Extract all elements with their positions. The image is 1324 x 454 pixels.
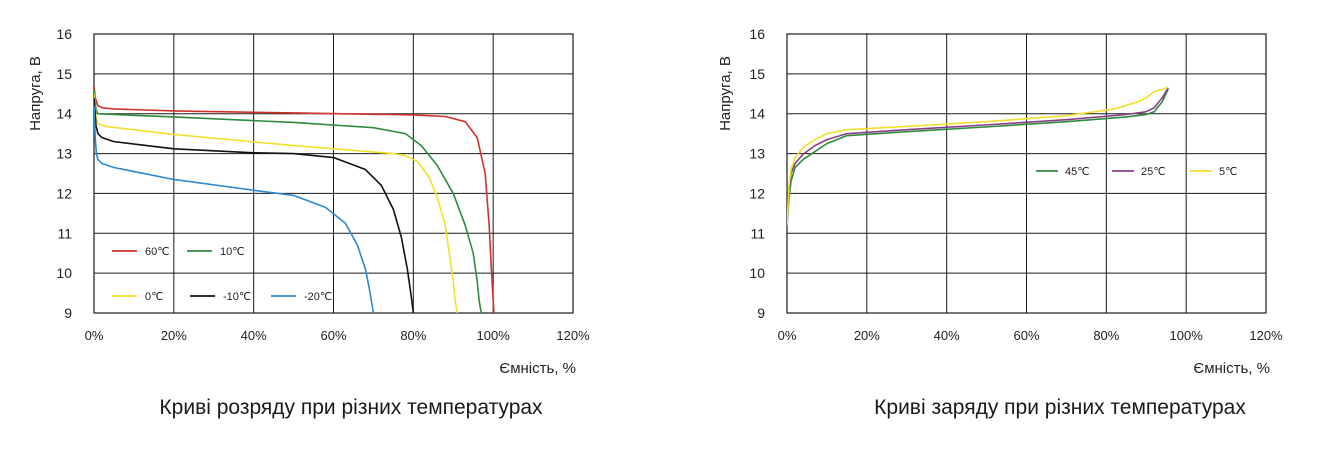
x-tick-label: 120% [556,328,590,343]
legend-label: 10℃ [220,246,245,258]
legend-label: 60℃ [145,246,170,258]
charge-chart-caption: Криві заряду при різних температурах [874,396,1246,419]
legend-label: 5℃ [1219,166,1237,178]
x-tick-label: 120% [1249,328,1283,343]
series-line-60℃ [94,85,495,313]
plot-frame [786,33,1267,314]
x-tick-label: 0% [778,328,797,343]
plot-frame [93,33,574,314]
series-line-0℃ [94,93,459,313]
x-tick-label: 100% [1170,328,1204,343]
y-tick-label: 15 [56,66,72,82]
x-axis-label: Ємність, % [1193,360,1270,377]
y-axis-label: Напруга, В [27,56,44,131]
series-line-45℃ [787,88,1169,226]
x-tick-label: 0% [85,328,104,343]
series-line--10℃ [94,97,415,313]
discharge-chart: 9 10 11 12 13 14 15 16 0% 20% 40% 60% 80% 100% 120% Нап… [27,26,590,377]
y-tick-label: 15 [749,66,765,82]
x-tick-label: 20% [161,328,187,343]
charge-chart: 9 10 11 12 13 14 15 16 0% 20% 40% 60% 80% 100% 120% Нап… [717,26,1283,377]
y-tick-label: 13 [749,146,765,162]
y-tick-label: 10 [56,265,72,281]
x-tick-label: 40% [934,328,960,343]
x-tick-label: 60% [1013,328,1039,343]
x-tick-label: 20% [854,328,880,343]
x-tick-label: 60% [320,328,346,343]
y-tick-label: 16 [56,26,72,42]
series-line-10℃ [94,89,482,313]
y-axis-label: Напруга, В [717,56,734,131]
y-tick-label: 10 [749,265,765,281]
x-tick-label: 40% [241,328,267,343]
y-tick-label: 11 [750,225,765,241]
legend-label: -10℃ [223,291,251,303]
y-tick-label: 9 [64,305,72,321]
x-tick-label: 100% [477,328,511,343]
y-tick-label: 9 [757,305,765,321]
y-tick-label: 12 [749,185,765,201]
x-tick-label: 80% [1093,328,1119,343]
y-tick-label: 14 [749,106,765,122]
y-tick-label: 16 [749,26,765,42]
legend-label: 45℃ [1065,166,1090,178]
y-tick-label: 13 [56,146,72,162]
legend-label: 25℃ [1141,166,1166,178]
discharge-chart-panel: 9 10 11 12 13 14 15 16 0% 20% 40% 60% 80% 100% 120% Нап… [27,26,590,419]
discharge-chart-caption: Криві розряду при різних температурах [159,396,543,419]
charge-chart-panel: 9 10 11 12 13 14 15 16 0% 20% 40% 60% 80% 100% 120% Нап… [662,0,1324,454]
y-tick-label: 12 [56,185,72,201]
x-tick-label: 80% [400,328,426,343]
legend-label: -20℃ [304,291,332,303]
series-line--20℃ [94,105,375,313]
x-axis-label: Ємність, % [499,360,576,377]
y-tick-label: 14 [56,106,72,122]
series-line-5℃ [787,86,1169,226]
series-line-25℃ [787,87,1169,226]
legend-label: 0℃ [145,291,163,303]
y-tick-label: 11 [57,225,72,241]
